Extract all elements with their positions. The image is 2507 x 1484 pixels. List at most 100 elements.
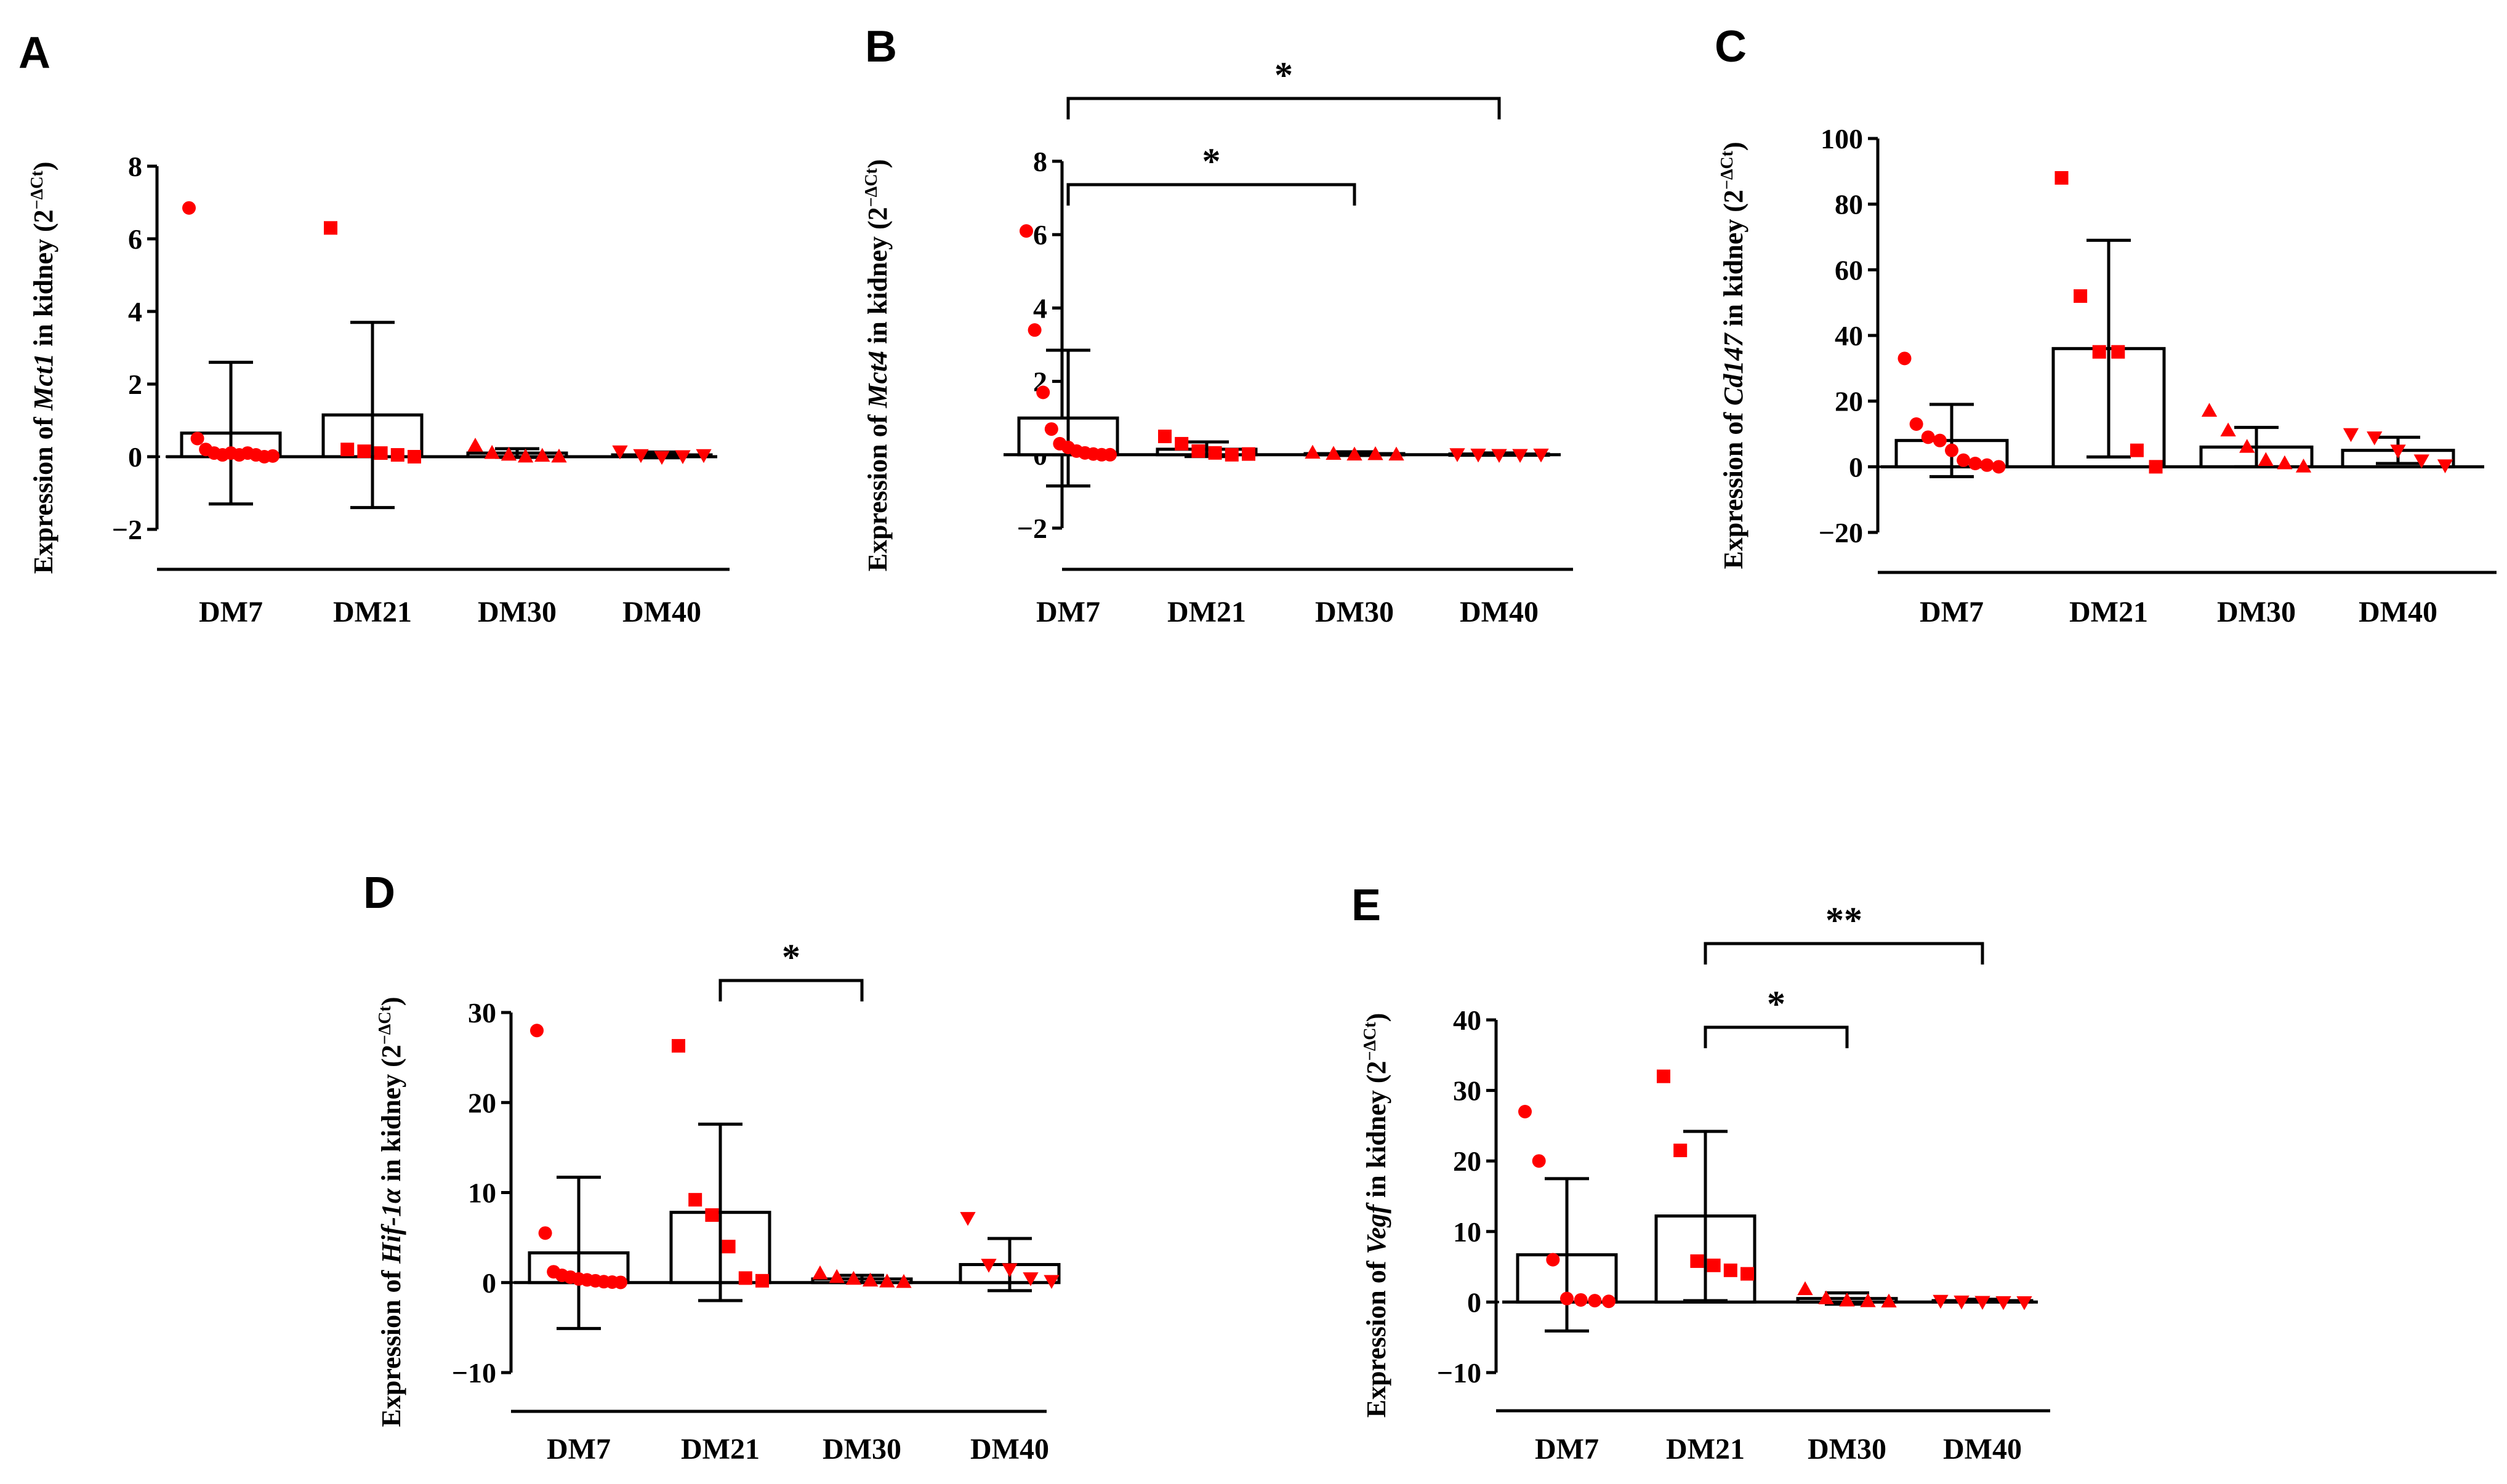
y-axis-label-sup: −ΔCt xyxy=(1361,1022,1380,1061)
data-point xyxy=(1945,443,1958,457)
significance-label: * xyxy=(1767,984,1785,1024)
data-point xyxy=(1860,1293,1876,1307)
y-axis-label-sup: −ΔCt xyxy=(862,168,881,207)
panel-letter: B xyxy=(865,22,897,71)
y-axis-label-suffix: in kidney (2 xyxy=(1718,190,1748,334)
y-tick-label: 100 xyxy=(1821,123,1863,154)
data-point xyxy=(1028,323,1042,337)
y-tick-label: 0 xyxy=(482,1267,496,1299)
data-point xyxy=(1158,430,1172,443)
data-point xyxy=(675,450,691,465)
data-point xyxy=(2130,443,2144,457)
y-tick-label: 0 xyxy=(1849,451,1863,483)
data-point xyxy=(2277,455,2293,470)
data-point xyxy=(340,443,355,457)
data-point xyxy=(688,1193,702,1207)
data-point xyxy=(390,448,404,462)
data-point xyxy=(1546,1253,1560,1267)
y-tick-label: 8 xyxy=(128,151,142,182)
x-tick-label: DM7 xyxy=(547,1433,611,1466)
y-axis-label-gene: Vegf xyxy=(1361,1202,1391,1254)
data-point xyxy=(266,449,280,463)
y-axis-label-sup: −ΔCt xyxy=(1718,150,1737,190)
data-point xyxy=(1909,417,1923,431)
data-point xyxy=(1954,1295,1970,1310)
panel-letter: A xyxy=(18,28,50,78)
y-axis-label-gene: Mct4 xyxy=(863,351,893,409)
data-point xyxy=(981,1259,997,1273)
data-point xyxy=(484,444,500,459)
x-tick-label: DM40 xyxy=(2359,596,2437,628)
data-point xyxy=(190,431,204,446)
data-point xyxy=(1839,1292,1855,1307)
data-point xyxy=(845,1270,862,1285)
data-point xyxy=(538,1226,552,1240)
x-tick-label: DM7 xyxy=(1036,596,1100,628)
data-point xyxy=(1602,1294,1616,1309)
y-axis-label-suffix: in kidney (2 xyxy=(376,1045,406,1189)
data-point xyxy=(1933,1294,1949,1309)
data-point xyxy=(1673,1144,1688,1158)
data-point xyxy=(2239,439,2255,453)
data-point xyxy=(2258,452,2274,467)
y-tick-label: 30 xyxy=(468,997,496,1029)
y-tick-label: 20 xyxy=(468,1087,496,1118)
data-point xyxy=(1449,448,1465,462)
significance-label: * xyxy=(782,937,800,977)
y-axis-label-gene: Hif-1α xyxy=(376,1188,406,1264)
y-tick-label: −2 xyxy=(1017,513,1047,544)
data-point xyxy=(1020,224,1033,238)
data-point xyxy=(2437,459,2453,473)
y-tick-label: 20 xyxy=(1453,1145,1481,1177)
x-tick-label: DM30 xyxy=(478,596,557,628)
data-point xyxy=(1968,457,1982,470)
y-axis-label-suffix: in kidney (2 xyxy=(863,207,893,351)
y-tick-label: 8 xyxy=(1033,146,1047,177)
y-tick-label: 6 xyxy=(128,223,142,255)
data-point xyxy=(1225,447,1239,462)
data-point xyxy=(1532,1154,1546,1168)
y-tick-label: −2 xyxy=(112,514,142,545)
data-point xyxy=(896,1273,912,1288)
chart-panel-d: D −10 0 10 20 30 Expression of Hif-1α in kidne… xyxy=(363,868,1061,1466)
y-axis-label-prefix: Expression of xyxy=(863,408,893,572)
y-tick-label: −20 xyxy=(1819,517,1863,548)
data-point xyxy=(1740,1267,1754,1281)
chart-panel-a: A −2 0 2 4 6 8 Expression of Mct1 in kidney (2−… xyxy=(18,28,730,628)
y-tick-label: 4 xyxy=(128,296,142,327)
significance-bracket xyxy=(1704,1025,1849,1048)
significance-label: ** xyxy=(1825,900,1862,941)
chart-panel-e: E −10 0 10 20 30 40 Expression of Vegf in kidne… xyxy=(1351,881,2050,1466)
data-point xyxy=(2016,1296,2032,1310)
data-point xyxy=(2074,289,2088,303)
data-point xyxy=(1992,460,2006,474)
x-tick-label: DM40 xyxy=(622,596,701,628)
y-tick-label: 6 xyxy=(1033,219,1047,251)
y-axis-label: Expression of Hif-1α in kidney (2−ΔCt) xyxy=(376,997,406,1427)
data-point xyxy=(1470,448,1486,463)
data-point xyxy=(1980,458,1994,472)
data-point xyxy=(633,449,649,463)
y-axis-label: Expression of Mct1 in kidney (2−ΔCt) xyxy=(28,162,58,574)
y-axis-label: Expression of Cd147 in kidney (2−ΔCt) xyxy=(1718,142,1748,569)
significance-bracket xyxy=(718,979,864,1001)
data-point xyxy=(408,450,421,463)
data-point xyxy=(1881,1293,1897,1308)
panel-letter: D xyxy=(363,868,395,918)
significance-label: * xyxy=(1202,141,1221,182)
y-axis-label-close: ) xyxy=(1718,142,1748,151)
data-point xyxy=(530,1024,544,1038)
data-point xyxy=(1707,1258,1721,1272)
data-point xyxy=(551,448,567,463)
data-point xyxy=(1995,1296,2011,1310)
y-tick-label: −10 xyxy=(1437,1357,1481,1389)
data-point xyxy=(182,201,196,215)
y-axis-label-close: ) xyxy=(376,997,406,1006)
y-tick-label: 0 xyxy=(1467,1286,1481,1318)
data-point xyxy=(1044,1275,1060,1289)
data-point xyxy=(696,449,712,463)
y-axis-label-suffix: in kidney (2 xyxy=(1361,1061,1391,1205)
data-point xyxy=(501,446,517,461)
data-point xyxy=(2201,403,2218,417)
